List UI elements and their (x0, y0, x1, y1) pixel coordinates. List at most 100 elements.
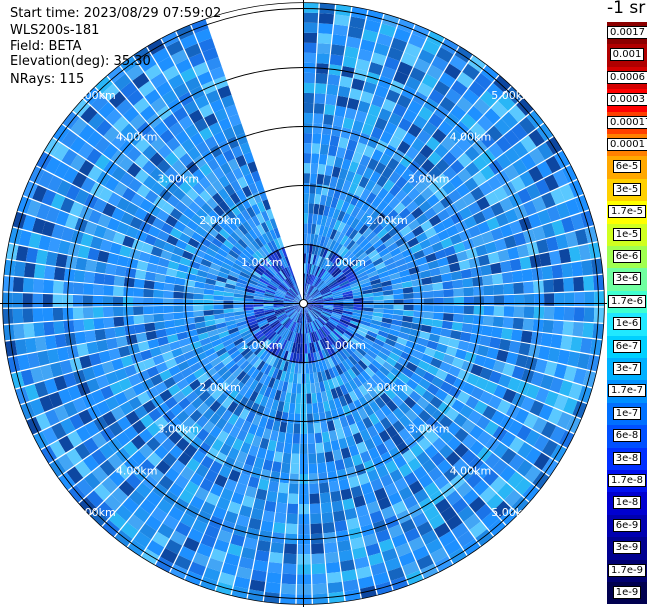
range-gate (297, 574, 312, 585)
range-gate (450, 159, 465, 175)
range-gate (281, 411, 289, 423)
range-gate (278, 326, 286, 336)
range-gate (374, 355, 386, 366)
range-gate (474, 72, 493, 90)
range-gate (352, 432, 364, 445)
range-gate (303, 173, 311, 184)
range-gate (519, 171, 535, 188)
range-gate (30, 366, 44, 383)
range-gate (124, 364, 137, 378)
range-gate (29, 166, 45, 184)
range-gate (544, 390, 559, 407)
range-gate (189, 409, 203, 423)
range-gate (63, 372, 77, 388)
range-gate (116, 336, 128, 348)
range-gate (404, 527, 421, 543)
range-gate (423, 311, 434, 319)
range-gate (124, 267, 137, 278)
range-gate (476, 415, 491, 430)
range-gate (53, 375, 68, 391)
range-gate (331, 253, 340, 264)
range-gate (358, 274, 369, 282)
range-gate (341, 264, 352, 274)
range-gate (451, 522, 469, 539)
range-gate (308, 193, 316, 204)
range-gate (574, 291, 585, 307)
range-gate (270, 542, 284, 554)
range-gate (359, 154, 371, 167)
range-gate (307, 312, 312, 323)
range-gate (418, 423, 433, 437)
range-gate (84, 330, 97, 343)
range-gate (350, 317, 362, 324)
range-gate (161, 201, 175, 215)
range-gate (253, 559, 268, 572)
colorbar-tick-label: 0.001 (609, 48, 645, 62)
range-gate (233, 576, 251, 590)
range-gate (74, 460, 92, 478)
range-gate (241, 463, 254, 476)
range-gate (223, 296, 234, 301)
range-gate (119, 245, 132, 258)
range-gate (362, 416, 374, 429)
range-gate (541, 265, 553, 280)
range-gate (586, 354, 600, 372)
range-gate (328, 319, 338, 327)
range-gate (394, 162, 407, 176)
range-gate (358, 575, 375, 589)
range-gate (412, 512, 428, 528)
range-gate (316, 53, 330, 65)
range-gate (162, 65, 180, 81)
range-gate (412, 285, 424, 293)
range-gate (351, 453, 363, 467)
range-gate (196, 327, 208, 335)
range-gate (353, 387, 364, 400)
range-gate (171, 347, 184, 358)
range-gate (323, 297, 334, 301)
range-gate (224, 283, 236, 290)
range-gate (408, 174, 422, 188)
range-gate (93, 272, 106, 285)
range-gate (303, 12, 319, 24)
range-gate (155, 556, 174, 573)
range-gate (263, 375, 272, 387)
range-gate (286, 291, 296, 298)
range-gate (374, 85, 389, 99)
range-gate (354, 110, 368, 123)
range-gate (293, 423, 301, 434)
range-gate (221, 397, 233, 409)
range-gate (217, 326, 228, 334)
range-gate (463, 215, 477, 229)
range-gate (204, 347, 216, 357)
range-gate (76, 343, 89, 357)
range-gate (209, 412, 221, 426)
range-gate (423, 505, 440, 521)
range-gate (292, 311, 299, 321)
range-gate (183, 207, 196, 220)
range-gate (254, 250, 265, 261)
range-gate (456, 530, 475, 548)
range-gate (315, 279, 324, 289)
range-gate (384, 121, 398, 136)
range-gate (308, 453, 317, 464)
range-gate (347, 368, 357, 380)
range-gate (208, 267, 220, 276)
range-gate (163, 290, 174, 299)
range-gate (336, 257, 345, 268)
range-gate (130, 193, 145, 207)
range-gate (590, 339, 603, 356)
range-gate (223, 312, 235, 318)
range-gate (68, 484, 86, 503)
range-gate (503, 129, 520, 147)
range-gate (309, 275, 315, 285)
range-gate (416, 451, 431, 466)
range-gate (113, 286, 124, 297)
range-gate (112, 306, 124, 317)
range-gate (172, 187, 186, 201)
range-gate (373, 338, 385, 347)
range-gate (239, 271, 250, 279)
range-gate (395, 219, 408, 232)
range-gate (267, 331, 277, 341)
range-gate (341, 212, 351, 224)
range-gate (56, 179, 72, 197)
